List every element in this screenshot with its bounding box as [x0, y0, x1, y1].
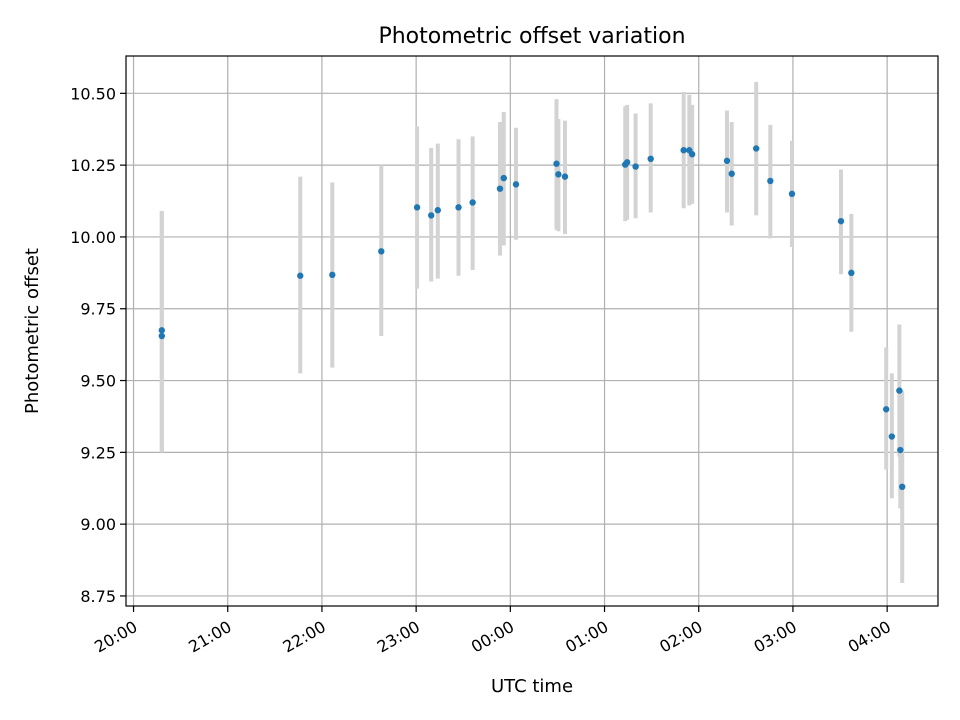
y-tick-label: 9.50: [80, 372, 116, 391]
data-point: [680, 147, 687, 154]
data-point: [788, 190, 796, 198]
x-tick-label: 21:00: [185, 617, 234, 657]
x-tick-label: 04:00: [845, 617, 894, 657]
data-point: [297, 272, 304, 279]
x-axis-ticks: 20:00 21:00 22:00 23:00 00:00 01:00 02:00 03:00…: [91, 606, 894, 657]
data-point: [329, 271, 336, 279]
data-point: [434, 207, 442, 214]
y-axis-label: Photometric offset: [22, 248, 43, 414]
y-tick-label: 9.75: [80, 300, 116, 319]
y-tick-label: 10.50: [70, 84, 116, 103]
data-point: [647, 155, 654, 163]
x-tick-label: 20:00: [91, 617, 140, 657]
x-tick-label: 02:00: [656, 617, 705, 657]
y-tick-label: 10.25: [70, 156, 116, 175]
y-tick-label: 8.75: [80, 587, 116, 606]
data-point: [500, 174, 507, 182]
data-point: [512, 181, 520, 188]
data-point: [158, 332, 165, 340]
data-point: [899, 483, 906, 491]
data-point: [413, 204, 421, 211]
data-point: [553, 160, 560, 167]
x-tick-label: 01:00: [562, 617, 611, 657]
data-point: [882, 406, 890, 413]
chart-title: Photometric offset variation: [378, 24, 685, 49]
x-tick-label: 22:00: [280, 617, 329, 657]
data-point: [723, 157, 731, 165]
grid-lines: [126, 56, 938, 606]
data-point: [632, 163, 639, 170]
data-point: [561, 173, 569, 180]
y-tick-label: 10.00: [70, 228, 116, 247]
data-point: [496, 185, 504, 192]
x-axis-label: UTC time: [491, 676, 573, 697]
data-point: [767, 177, 774, 185]
data-point: [888, 433, 896, 440]
data-point: [378, 248, 385, 255]
data-point: [455, 204, 462, 211]
data-point: [848, 269, 855, 277]
data-point: [688, 151, 696, 158]
data-point: [837, 217, 845, 225]
y-tick-label: 9.00: [80, 515, 116, 534]
error-bars: [159, 81, 905, 584]
data-point: [752, 145, 760, 152]
data-point: [897, 446, 904, 454]
data-point: [896, 387, 903, 394]
x-tick-label: 00:00: [468, 617, 517, 657]
y-tick-label: 9.25: [80, 443, 116, 462]
plot-frame: [125, 55, 939, 607]
data-point: [555, 171, 562, 178]
y-axis-ticks: 8.75 9.00 9.25 9.50 9.75 10.00 10.25 10.50: [70, 84, 126, 606]
x-tick-label: 23:00: [374, 617, 423, 657]
data-point: [728, 170, 735, 177]
x-tick-label: 03:00: [751, 617, 800, 657]
data-point: [469, 199, 476, 206]
data-points: [158, 145, 906, 491]
data-point: [158, 327, 165, 334]
data-point: [428, 212, 435, 219]
data-point: [623, 159, 631, 166]
